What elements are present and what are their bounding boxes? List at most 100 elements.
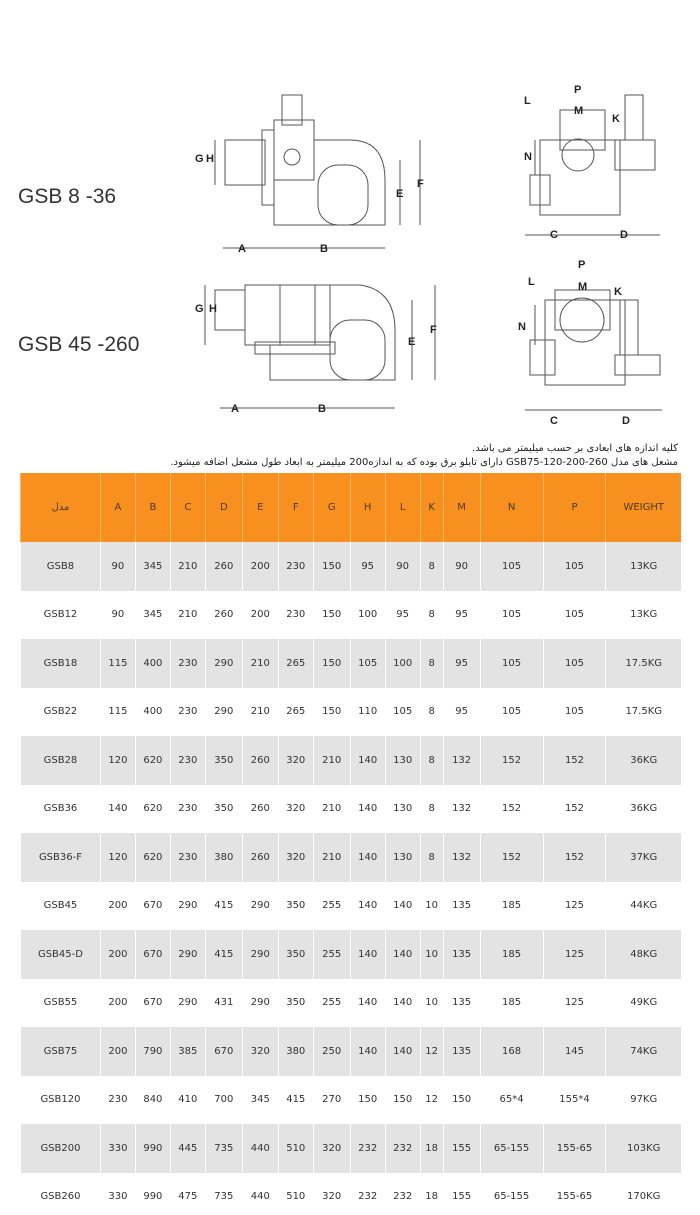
value-cell: 155 <box>442 1172 481 1215</box>
value-cell: 290 <box>169 930 206 979</box>
value-cell: 345 <box>134 542 171 591</box>
value-cell: 37KG <box>605 833 681 882</box>
model-cell: GSB36 <box>20 784 101 833</box>
value-cell: 97KG <box>605 1075 681 1124</box>
value-cell: 100 <box>349 590 386 639</box>
table-row: GSB260 330 990 475 735 440 510 320 232 232 18 155 65… <box>20 1172 681 1215</box>
value-cell: 250 <box>312 1027 351 1076</box>
value-cell: 18 <box>419 1124 444 1173</box>
value-cell: 255 <box>312 930 351 979</box>
value-cell: 17.5KG <box>605 639 681 688</box>
value-cell: 415 <box>204 930 243 979</box>
column-header: L <box>384 473 421 542</box>
value-cell: 8 <box>419 833 444 882</box>
value-cell: 790 <box>134 1027 171 1076</box>
table-row: GSB75 200 790 385 670 320 380 250 140 140 12 135 168… <box>20 1027 681 1076</box>
column-header: M <box>442 473 481 542</box>
column-header: مدل <box>20 473 101 542</box>
value-cell: 320 <box>277 736 314 785</box>
value-cell: 152 <box>479 736 544 785</box>
value-cell: 8 <box>419 736 444 785</box>
value-cell: 320 <box>241 1027 279 1076</box>
value-cell: 200 <box>241 542 279 591</box>
value-cell: 440 <box>241 1172 279 1215</box>
value-cell: 232 <box>349 1172 386 1215</box>
dim-label: G <box>195 303 204 315</box>
value-cell: 8 <box>419 687 444 736</box>
model-label-large: GSB 45 -260 <box>18 333 140 356</box>
value-cell: 140 <box>349 881 386 930</box>
value-cell: 140 <box>384 881 421 930</box>
value-cell: 115 <box>99 639 136 688</box>
value-cell: 170KG <box>605 1172 681 1215</box>
dim-label: D <box>620 229 628 241</box>
model-cell: GSB200 <box>20 1124 101 1173</box>
value-cell: 120 <box>99 736 136 785</box>
value-cell: 13KG <box>605 542 681 591</box>
value-cell: 620 <box>134 833 171 882</box>
value-cell: 475 <box>169 1172 206 1215</box>
value-cell: 620 <box>134 784 171 833</box>
value-cell: 17.5KG <box>605 687 681 736</box>
column-header: B <box>134 473 171 542</box>
dim-label: K <box>612 113 620 125</box>
side-view-small <box>214 94 421 249</box>
table-row: GSB12 90 345 210 260 200 230 150 100 95 8 95 105 105 1… <box>20 590 681 639</box>
note-units: کلیه اندازه های ابعادی بر حسب میلیمتر می… <box>472 443 678 454</box>
value-cell: 350 <box>277 930 314 979</box>
dim-label: A <box>238 243 246 255</box>
value-cell: 150 <box>312 639 351 688</box>
column-header: A <box>99 473 136 542</box>
value-cell: 132 <box>442 833 481 882</box>
value-cell: 155 <box>442 1124 481 1173</box>
value-cell: 140 <box>349 930 386 979</box>
value-cell: 152 <box>542 784 606 833</box>
model-cell: GSB18 <box>20 639 101 688</box>
burner-diagrams: G H A B E F P M L K N C D G H A B E F P … <box>195 84 662 427</box>
value-cell: 168 <box>479 1027 544 1076</box>
value-cell: 48KG <box>605 930 681 979</box>
value-cell: 125 <box>542 930 606 979</box>
value-cell: 130 <box>384 736 421 785</box>
value-cell: 232 <box>384 1172 421 1215</box>
value-cell: 135 <box>442 978 481 1027</box>
value-cell: 132 <box>442 784 481 833</box>
dim-label: H <box>209 303 217 315</box>
value-cell: 150 <box>312 542 351 591</box>
value-cell: 210 <box>312 833 351 882</box>
value-cell: 290 <box>204 687 243 736</box>
dim-label: G <box>195 153 204 165</box>
value-cell: 152 <box>542 736 606 785</box>
value-cell: 150 <box>349 1075 386 1124</box>
value-cell: 103KG <box>605 1124 681 1173</box>
column-header: C <box>169 473 206 542</box>
value-cell: 120 <box>99 833 136 882</box>
value-cell: 36KG <box>605 736 681 785</box>
value-cell: 185 <box>479 930 544 979</box>
value-cell: 135 <box>442 1027 481 1076</box>
value-cell: 155-65 <box>542 1124 606 1173</box>
value-cell: 260 <box>241 833 279 882</box>
value-cell: 140 <box>349 1027 386 1076</box>
column-header: F <box>277 473 314 542</box>
value-cell: 152 <box>479 833 544 882</box>
table-row: GSB28 120 620 230 350 260 320 210 140 130 8 132 152 1… <box>20 736 681 785</box>
value-cell: 105 <box>479 687 544 736</box>
value-cell: 230 <box>169 736 206 785</box>
value-cell: 140 <box>349 978 386 1027</box>
model-cell: GSB36-F <box>20 833 101 882</box>
value-cell: 105 <box>542 687 606 736</box>
dim-label: C <box>550 229 558 241</box>
value-cell: 320 <box>312 1172 351 1215</box>
value-cell: 380 <box>204 833 243 882</box>
value-cell: 150 <box>384 1075 421 1124</box>
value-cell: 95 <box>349 542 386 591</box>
value-cell: 155*4 <box>542 1075 606 1124</box>
value-cell: 260 <box>204 590 243 639</box>
value-cell: 232 <box>349 1124 386 1173</box>
value-cell: 330 <box>99 1172 136 1215</box>
value-cell: 8 <box>419 784 444 833</box>
dim-label: D <box>622 415 630 427</box>
value-cell: 700 <box>204 1075 243 1124</box>
value-cell: 135 <box>442 881 481 930</box>
